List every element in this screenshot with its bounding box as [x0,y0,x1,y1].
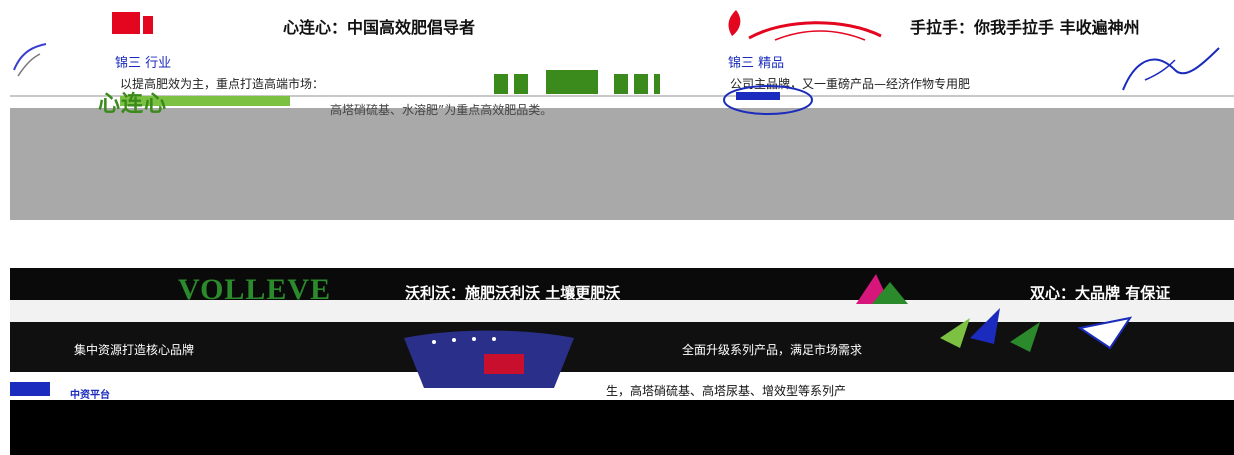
bottom-right-caption-2: 生，高塔硝硫基、高塔尿基、增效型等系列产 [606,384,847,398]
company-logo-icon [112,12,140,34]
fan-logo-icon [940,308,1133,352]
banner-top-strip [10,108,1234,220]
company-logo-part-icon [143,16,153,34]
slogan-right: 手拉手：你我手拉手 丰收遍神州 [910,18,1140,37]
right-section-heading: 锦三 精品 [728,56,785,71]
flame-logo-icon [728,10,741,36]
triangle-logo-icon [856,274,908,304]
banner-top[interactable]: 心连心：中国高效肥倡导者 手拉手：你我手拉手 丰收遍神州 锦三 行业 锦三 精品… [0,0,1234,228]
volleve-slogan: 沃利沃：施肥沃利沃 土壤更肥沃 [405,284,621,302]
swoosh-logo-icon [748,21,882,41]
brand-highlight-bar [120,96,290,106]
left-brand-logo-icon [10,382,160,396]
banner-bottom[interactable]: VOLLEVE 沃利沃：施肥沃利沃 土壤更肥沃 双心：大品牌 有保证 集中资源打… [0,228,1234,455]
bottom-right-caption: 全面升级系列产品，满足市场需求 [682,343,863,357]
left-section-heading: 锦三 行业 [115,56,172,71]
center-brand-logo-icon [494,70,660,94]
slogan-left: 心连心：中国高效肥倡导者 [283,18,476,37]
bottom-left-caption: 集中资源打造核心品牌 [74,343,195,357]
left-brand-logo-text: 中资平台 [70,390,110,401]
banner-bottom-strip-light [10,300,1234,322]
banner-bottom-strip [10,268,1234,300]
left-section-description-2: 高塔硝硫基、水溶肥”为重点高效肥品类。 [330,103,553,117]
brand-seal-icon [723,85,813,115]
banner-bottom-footer [10,400,1234,455]
banner-top-divider [10,95,1234,97]
brush-stroke-icon [13,43,47,77]
double-heart-slogan: 双心：大品牌 有保证 [1030,284,1171,302]
left-section-description: 以提高肥效为主，重点打造高端市场： [120,77,325,91]
left-brand-name: 心连心 [98,92,168,117]
script-logo-icon [1122,47,1220,91]
volleve-brand: VOLLEVE [178,273,332,306]
shield-logo-icon [404,330,574,388]
